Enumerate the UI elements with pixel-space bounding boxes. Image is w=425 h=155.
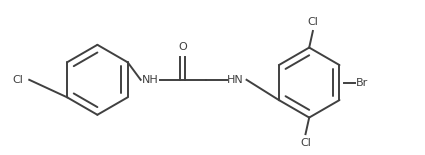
Text: NH: NH — [142, 75, 159, 85]
Text: Cl: Cl — [13, 75, 24, 85]
Text: O: O — [178, 42, 187, 52]
Text: Br: Br — [356, 78, 368, 88]
Text: Cl: Cl — [307, 17, 318, 27]
Text: HN: HN — [227, 75, 244, 85]
Text: Cl: Cl — [300, 138, 311, 148]
